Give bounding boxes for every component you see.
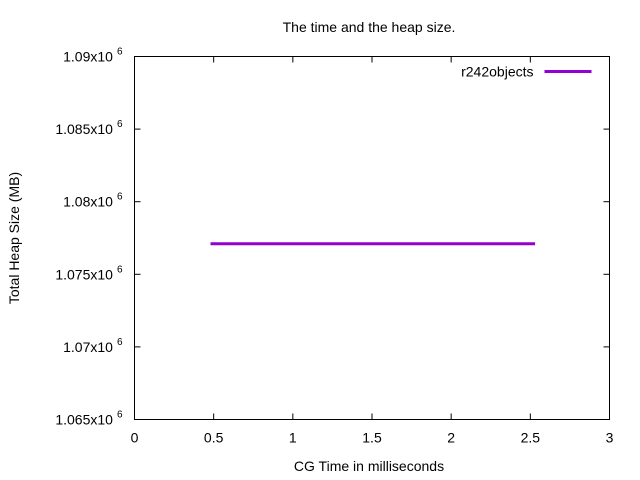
plot-frame [134, 56, 610, 420]
chart-title: The time and the heap size. [283, 19, 456, 35]
x-tick-label: 1.5 [362, 430, 382, 446]
y-tick-label: 1.085x10 6 [55, 119, 123, 137]
y-tick-mantissa: 1.085x10 [55, 121, 113, 137]
x-tick-label: 3 [606, 430, 614, 446]
y-tick-label: 1.065x10 6 [55, 410, 123, 428]
y-tick-label: 1.09x10 6 [63, 47, 123, 65]
x-axis-label: CG Time in milliseconds [294, 458, 444, 474]
y-tick-exponent: 6 [117, 264, 123, 275]
y-tick-exponent: 6 [117, 192, 123, 203]
y-tick-exponent: 6 [117, 119, 123, 130]
x-tick-label: 2.5 [521, 430, 541, 446]
y-tick-exponent: 6 [117, 337, 123, 348]
y-tick-mantissa: 1.07x10 [63, 339, 113, 355]
x-tick-label: 0 [131, 430, 139, 446]
y-tick-label: 1.075x10 6 [55, 264, 123, 282]
x-tick-label: 0.5 [204, 430, 224, 446]
y-tick-mantissa: 1.08x10 [63, 194, 113, 210]
y-tick-mantissa: 1.065x10 [55, 412, 113, 428]
y-tick-label: 1.07x10 6 [63, 337, 123, 355]
x-tick-label: 1 [289, 430, 297, 446]
x-axis: 0 0.5 1 1.5 2 2.5 3 [131, 56, 614, 446]
legend: r242objects [461, 64, 592, 80]
y-axis-label: Total Heap Size (MB) [6, 172, 22, 304]
y-axis: 1.065x10 61.07x10 61.075x10 61.08x10 61.085x… [55, 47, 610, 428]
y-tick-exponent: 6 [117, 47, 123, 58]
y-tick-mantissa: 1.075x10 [55, 266, 113, 282]
y-tick-mantissa: 1.09x10 [63, 49, 113, 65]
y-tick-exponent: 6 [117, 410, 123, 421]
legend-label: r242objects [461, 64, 533, 80]
x-tick-label: 2 [447, 430, 455, 446]
y-tick-label: 1.08x10 6 [63, 192, 123, 210]
